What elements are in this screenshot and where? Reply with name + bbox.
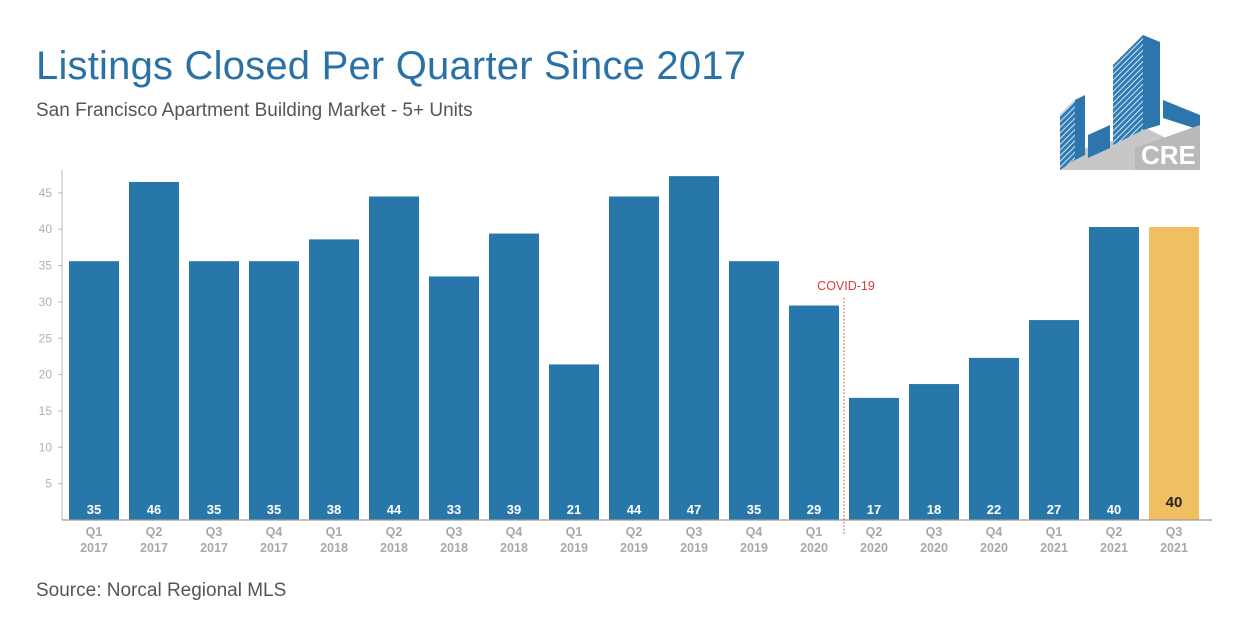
bar-highlight <box>1149 227 1199 521</box>
x-tick-label: Q2 <box>626 525 643 539</box>
bar <box>1089 227 1139 521</box>
bar <box>309 239 359 521</box>
y-tick-label: 35 <box>39 259 53 273</box>
x-tick-label: 2019 <box>680 541 708 555</box>
x-tick-label: Q3 <box>206 525 223 539</box>
data-label: 35 <box>87 502 101 517</box>
y-tick-label: 15 <box>39 404 53 418</box>
x-tick-label: 2017 <box>260 541 288 555</box>
data-label: 29 <box>807 502 821 517</box>
x-tick-label: 2020 <box>920 541 948 555</box>
x-tick-label: 2019 <box>620 541 648 555</box>
chart-subtitle: San Francisco Apartment Building Market … <box>36 100 473 121</box>
data-label: 38 <box>327 502 341 517</box>
bar <box>489 233 539 520</box>
y-tick-label: 40 <box>39 222 53 236</box>
x-tick-label: 2017 <box>200 541 228 555</box>
bar <box>189 261 239 520</box>
bar <box>1029 320 1079 520</box>
x-tick-label: Q3 <box>926 525 943 539</box>
bar <box>789 305 839 520</box>
data-label: 35 <box>267 502 281 517</box>
x-tick-label: Q2 <box>386 525 403 539</box>
data-label: 21 <box>567 502 581 517</box>
bar <box>669 176 719 520</box>
bar <box>849 397 899 520</box>
data-label: 18 <box>927 502 941 517</box>
x-tick-label: Q1 <box>326 525 343 539</box>
source-note: Source: Norcal Regional MLS <box>36 580 287 601</box>
x-tick-label: 2019 <box>740 541 768 555</box>
x-tick-label: Q3 <box>446 525 463 539</box>
bar <box>729 261 779 520</box>
data-label: 46 <box>147 502 161 517</box>
x-tick-label: Q4 <box>986 525 1003 539</box>
y-tick-label: 25 <box>39 331 53 345</box>
x-tick-label: 2019 <box>560 541 588 555</box>
x-tick-label: 2017 <box>80 541 108 555</box>
cre-logo: CRE <box>1060 35 1200 170</box>
y-tick-label: 45 <box>39 186 53 200</box>
x-tick-label: Q1 <box>1046 525 1063 539</box>
x-tick-label: 2020 <box>860 541 888 555</box>
x-tick-label: Q4 <box>746 525 763 539</box>
data-label: 17 <box>867 502 881 517</box>
x-tick-label: 2021 <box>1160 541 1188 555</box>
bar <box>969 357 1019 520</box>
data-label: 40 <box>1166 494 1183 511</box>
x-tick-label: 2018 <box>500 541 528 555</box>
data-label: 35 <box>207 502 221 517</box>
y-tick-label: 10 <box>39 440 53 454</box>
x-tick-label: 2018 <box>380 541 408 555</box>
data-label: 44 <box>387 502 402 517</box>
x-tick-label: Q2 <box>866 525 883 539</box>
x-tick-label: Q1 <box>566 525 583 539</box>
bar <box>609 196 659 521</box>
x-tick-label: 2018 <box>440 541 468 555</box>
data-label: 33 <box>447 502 461 517</box>
x-tick-label: 2017 <box>140 541 168 555</box>
x-tick-label: Q2 <box>1106 525 1123 539</box>
data-label: 47 <box>687 502 701 517</box>
y-tick-label: 30 <box>39 295 53 309</box>
bar <box>69 261 119 520</box>
x-tick-label: Q1 <box>86 525 103 539</box>
x-tick-label: Q2 <box>146 525 163 539</box>
x-tick-label: 2018 <box>320 541 348 555</box>
data-label: 27 <box>1047 502 1061 517</box>
data-label: 35 <box>747 502 761 517</box>
bar <box>909 384 959 520</box>
x-tick-label: Q4 <box>266 525 283 539</box>
bar <box>129 181 179 520</box>
x-tick-label: Q3 <box>686 525 703 539</box>
y-tick-label: 20 <box>39 368 53 382</box>
covid-annotation: COVID-19 <box>817 279 875 293</box>
y-tick-label: 5 <box>45 477 52 491</box>
bar <box>249 261 299 520</box>
data-label: 39 <box>507 502 521 517</box>
bar <box>549 364 599 520</box>
bar <box>429 276 479 520</box>
bar <box>369 196 419 521</box>
x-tick-label: Q3 <box>1166 525 1183 539</box>
data-label: 40 <box>1107 502 1121 517</box>
x-tick-label: 2020 <box>800 541 828 555</box>
logo-text: CRE <box>1141 140 1196 170</box>
data-label: 44 <box>627 502 642 517</box>
x-tick-label: 2021 <box>1100 541 1128 555</box>
x-tick-label: Q4 <box>506 525 523 539</box>
chart-title: Listings Closed Per Quarter Since 2017 <box>36 44 747 88</box>
x-tick-label: 2020 <box>980 541 1008 555</box>
data-label: 22 <box>987 502 1001 517</box>
x-tick-label: 2021 <box>1040 541 1068 555</box>
x-tick-label: Q1 <box>806 525 823 539</box>
